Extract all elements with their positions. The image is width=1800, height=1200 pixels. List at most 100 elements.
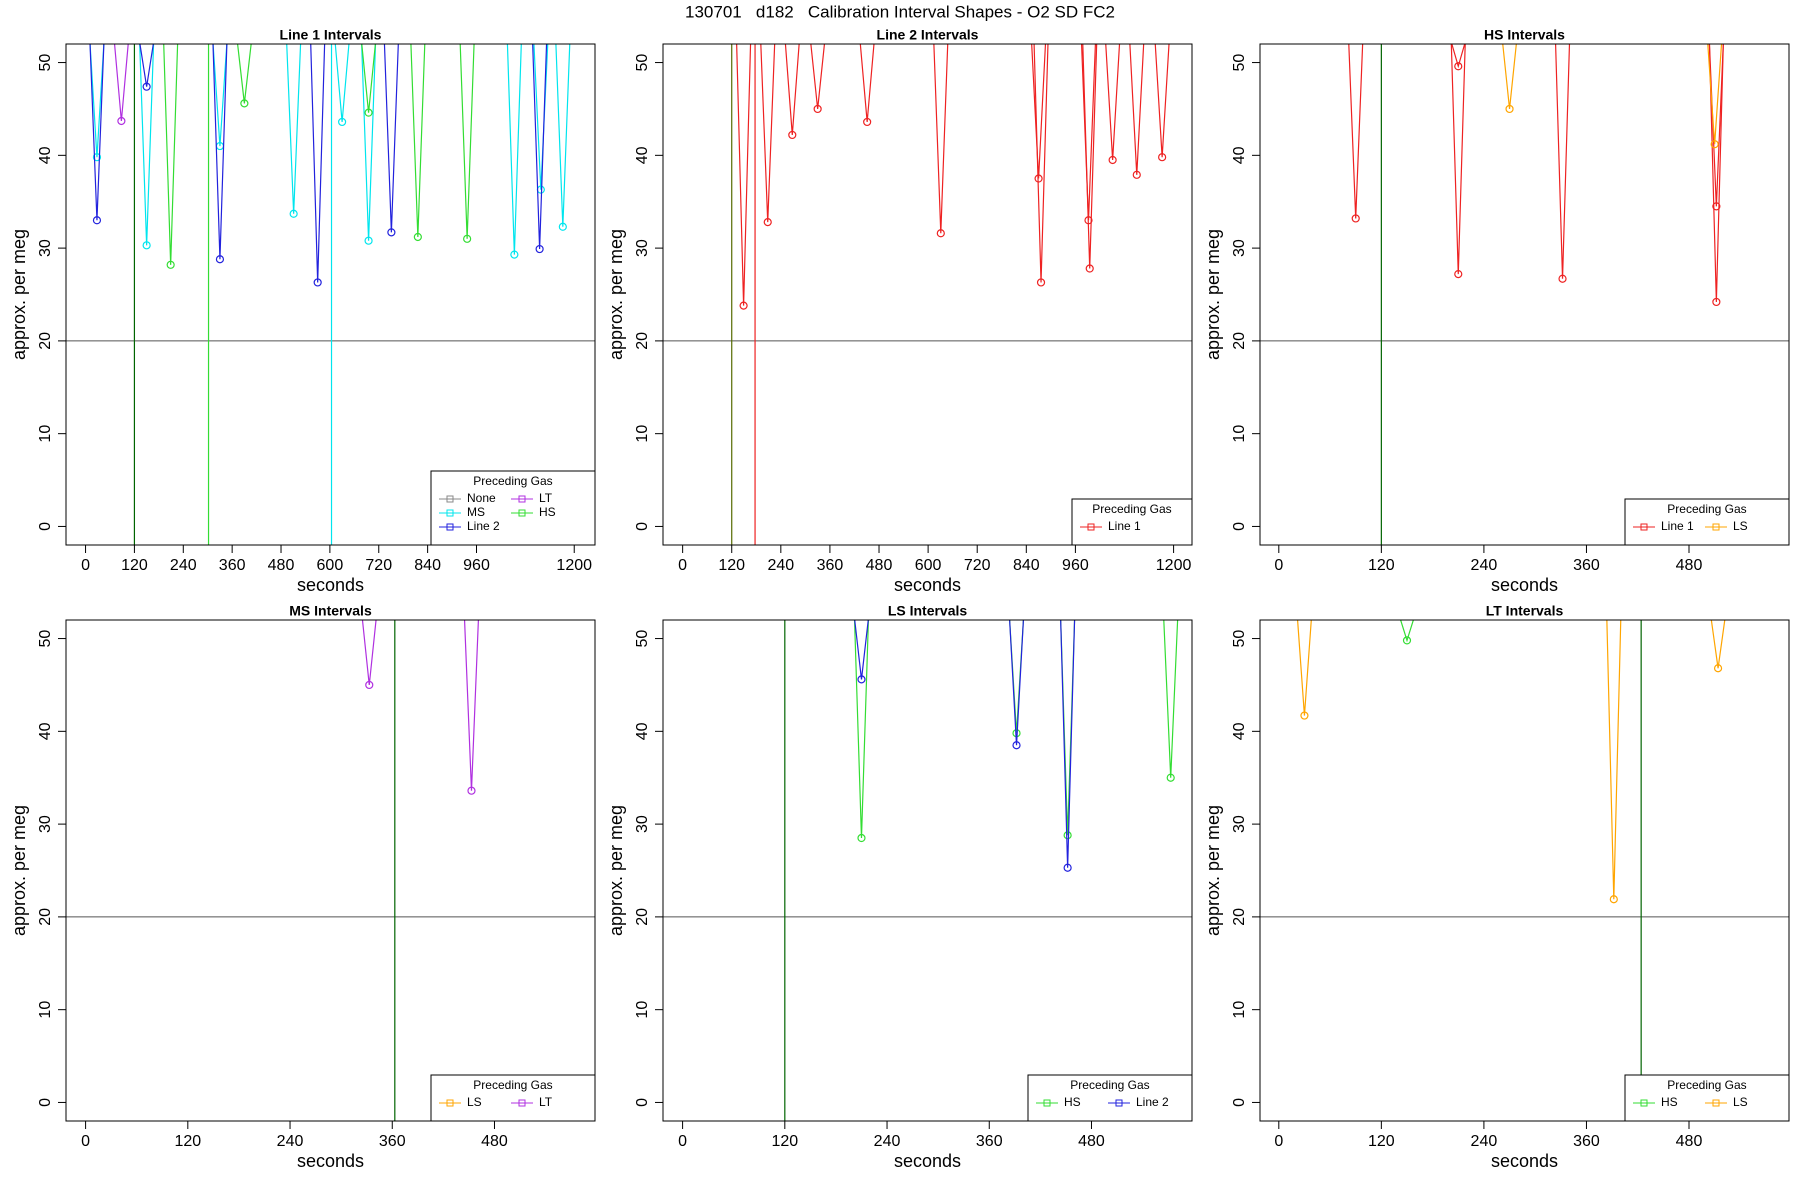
plot-frame — [662, 619, 1193, 1122]
legend-label: LS — [467, 1095, 482, 1109]
x-tick-label: 840 — [1013, 557, 1040, 574]
legend-title: Preceding Gas — [473, 1078, 552, 1092]
interval-line — [853, 620, 870, 839]
y-tick-label: 0 — [634, 1098, 651, 1107]
interval-line — [113, 44, 129, 122]
x-tick-label: 240 — [874, 1133, 901, 1150]
point — [739, 301, 748, 310]
interval-line — [1450, 44, 1466, 275]
point — [1402, 636, 1412, 645]
legend-box — [1624, 498, 1790, 546]
interval-line — [212, 44, 228, 147]
interval-line — [1060, 620, 1076, 836]
legend-swatch — [1087, 523, 1095, 531]
x-tick-label: 480 — [481, 1133, 508, 1150]
y-tick-label: 0 — [1231, 1098, 1248, 1107]
point — [365, 680, 374, 690]
legend-swatch — [1712, 523, 1720, 531]
y-tick-label: 0 — [37, 522, 54, 531]
interval-line — [1708, 44, 1724, 302]
plot-area — [66, 620, 595, 1121]
y-tick-label: 0 — [634, 522, 651, 531]
x-tick-label: 480 — [1676, 557, 1703, 574]
interval-line — [1009, 620, 1024, 734]
point — [813, 104, 822, 114]
point — [763, 218, 772, 227]
legend-swatch — [446, 495, 454, 503]
x-tick-label: 480 — [1676, 1133, 1703, 1150]
point — [857, 675, 866, 684]
point — [338, 117, 347, 127]
x-tick-label: 360 — [976, 1133, 1003, 1150]
point — [1710, 140, 1719, 149]
interval-line — [459, 44, 475, 239]
suptitle: 130701 d182 Calibration Interval Shapes … — [685, 2, 1115, 21]
x-tick-label: 960 — [1062, 557, 1089, 574]
y-tick-label: 10 — [1231, 425, 1248, 443]
y-tick-label: 20 — [634, 908, 651, 926]
interval-line — [361, 620, 377, 686]
interval-line — [1606, 620, 1622, 900]
interval-line — [1031, 44, 1047, 179]
legend-label: None — [467, 491, 496, 505]
legend-swatch — [518, 509, 526, 517]
interval-line — [1399, 620, 1414, 643]
interval-line — [1154, 44, 1170, 158]
x-tick-label: 480 — [1078, 1133, 1105, 1150]
legend-label: LT — [539, 1095, 553, 1109]
y-tick-label: 50 — [37, 630, 54, 648]
x-tick-label: 240 — [277, 1133, 304, 1150]
point — [1132, 170, 1141, 179]
y-tick-label: 40 — [634, 146, 651, 164]
interval-line — [1163, 620, 1179, 778]
legend-label: HS — [539, 505, 556, 519]
legend-box — [1071, 498, 1193, 546]
interval-line — [555, 44, 571, 227]
panel-title: HS Intervals — [1484, 27, 1565, 43]
legend-label: LS — [1733, 1095, 1748, 1109]
interval-line — [212, 44, 228, 260]
y-axis-label: approx. per meg — [9, 229, 29, 360]
legend-swatch — [1640, 523, 1648, 531]
point — [413, 232, 422, 242]
x-tick-label: 240 — [1471, 557, 1498, 574]
x-tick-label: 120 — [174, 1133, 201, 1150]
y-tick-label: 40 — [1231, 722, 1248, 740]
y-axis-label: approx. per meg — [9, 805, 29, 936]
x-tick-label: 720 — [365, 557, 392, 574]
x-tick-label: 600 — [915, 557, 942, 574]
y-tick-label: 10 — [634, 1001, 651, 1019]
x-tick-label: 1200 — [1156, 557, 1192, 574]
point — [1063, 863, 1072, 872]
point — [788, 130, 797, 140]
point — [1085, 264, 1094, 273]
y-tick-label: 40 — [37, 146, 54, 164]
interval-line — [361, 44, 376, 113]
legend-label: HS — [1064, 1095, 1081, 1109]
x-tick-label: 240 — [170, 557, 197, 574]
y-tick-label: 20 — [634, 332, 651, 350]
point — [467, 786, 476, 795]
interval-line — [1710, 620, 1726, 669]
point — [1712, 202, 1721, 211]
panel-title: Line 1 Intervals — [280, 27, 382, 43]
legend-swatch — [446, 523, 454, 531]
x-tick-label: 120 — [718, 557, 745, 574]
point — [313, 278, 322, 287]
x-tick-label: 360 — [1573, 557, 1600, 574]
point — [166, 260, 175, 269]
x-tick-label: 720 — [964, 557, 991, 574]
y-tick-label: 40 — [37, 722, 54, 740]
legend-swatch — [446, 509, 454, 517]
interval-line — [784, 44, 800, 135]
interval-line — [139, 44, 155, 246]
x-tick-label: 0 — [1274, 1133, 1283, 1150]
legend-box — [430, 1074, 596, 1122]
interval-line — [760, 44, 776, 223]
y-tick-label: 10 — [37, 425, 54, 443]
plot-area — [663, 620, 1192, 1121]
point — [1713, 664, 1723, 673]
point — [240, 99, 249, 108]
point — [215, 255, 225, 264]
plot-frame — [1259, 619, 1790, 1122]
